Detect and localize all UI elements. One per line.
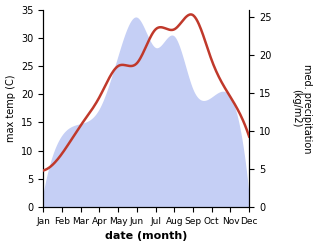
X-axis label: date (month): date (month) bbox=[105, 231, 187, 242]
Y-axis label: med. precipitation
(kg/m2): med. precipitation (kg/m2) bbox=[291, 64, 313, 153]
Y-axis label: max temp (C): max temp (C) bbox=[5, 75, 16, 142]
